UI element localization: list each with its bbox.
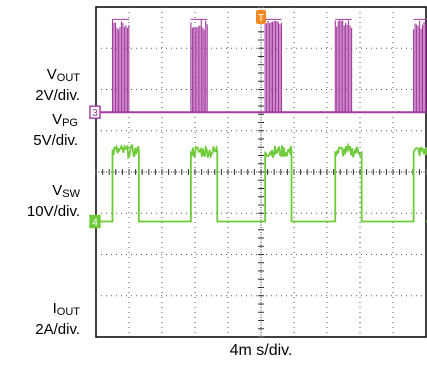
x-axis-label: 4m s/div. [229,342,293,359]
traces [96,18,427,223]
channel-marker [89,105,101,119]
vsw-label: VSW 10V/div. [26,182,80,220]
vout-label: VOUT 2V/div. [35,66,80,104]
iout-trace [96,142,427,223]
trigger-marker [256,10,266,24]
vsw-burst [334,20,353,113]
iout-label: IOUT 2A/div. [35,300,80,338]
channel-markers: 1234T [89,10,266,229]
vpg-label: VPG 5V/div. [33,111,78,149]
vsw-burst [111,19,130,113]
trigger-marker-label: T [258,13,264,24]
channel-number: 3 [92,108,98,119]
vsw-burst [264,20,283,113]
channel-marker [89,214,101,229]
channel-number: 4 [92,218,98,229]
vsw-burst [190,19,208,113]
vsw-burst [413,20,427,113]
grid [95,6,427,338]
